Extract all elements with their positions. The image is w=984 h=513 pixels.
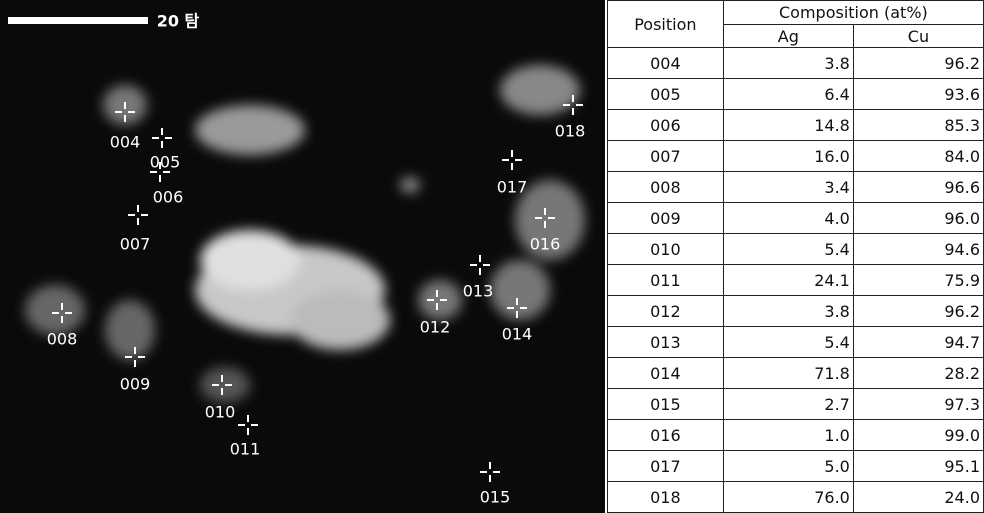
cu-cell: 28.2 xyxy=(853,358,983,389)
cu-cell: 85.3 xyxy=(853,110,983,141)
scale-label: 20 탐 xyxy=(157,12,200,31)
cu-cell: 84.0 xyxy=(853,141,983,172)
point-label: 007 xyxy=(120,235,151,254)
cu-cell: 96.0 xyxy=(853,203,983,234)
scale-bar xyxy=(8,17,148,24)
point-label: 009 xyxy=(120,375,151,394)
position-cell: 004 xyxy=(608,48,724,79)
position-cell: 007 xyxy=(608,141,724,172)
figure: 20 탐 00400500600700800901001101201301401… xyxy=(0,0,984,513)
cu-cell: 94.6 xyxy=(853,234,983,265)
ag-cell: 2.7 xyxy=(723,389,853,420)
point-label: 018 xyxy=(555,122,586,141)
ag-cell: 14.8 xyxy=(723,110,853,141)
ag-cell: 5.0 xyxy=(723,451,853,482)
point-label: 013 xyxy=(463,282,494,301)
ag-cell: 71.8 xyxy=(723,358,853,389)
cu-cell: 96.2 xyxy=(853,48,983,79)
point-label: 010 xyxy=(205,403,236,422)
point-label: 017 xyxy=(497,178,528,197)
ag-cell: 1.0 xyxy=(723,420,853,451)
ag-cell: 3.8 xyxy=(723,296,853,327)
position-cell: 008 xyxy=(608,172,724,203)
point-label: 008 xyxy=(47,330,78,349)
point-label: 015 xyxy=(480,488,511,507)
header-ag: Ag xyxy=(723,24,853,48)
position-cell: 011 xyxy=(608,265,724,296)
cu-cell: 24.0 xyxy=(853,482,983,513)
sem-image: 20 탐 004 005 006 007 008 009 010 011 012 013 014 01… xyxy=(0,0,605,513)
ag-cell: 24.1 xyxy=(723,265,853,296)
position-cell: 013 xyxy=(608,327,724,358)
cu-cell: 94.7 xyxy=(853,327,983,358)
position-cell: 009 xyxy=(608,203,724,234)
position-cell: 005 xyxy=(608,79,724,110)
point-label: 016 xyxy=(530,235,561,254)
position-cell: 015 xyxy=(608,389,724,420)
position-cell: 014 xyxy=(608,358,724,389)
position-cell: 006 xyxy=(608,110,724,141)
ag-cell: 5.4 xyxy=(723,327,853,358)
cu-cell: 99.0 xyxy=(853,420,983,451)
point-label: 004 xyxy=(110,133,141,152)
ag-cell: 4.0 xyxy=(723,203,853,234)
cu-cell: 96.6 xyxy=(853,172,983,203)
position-cell: 016 xyxy=(608,420,724,451)
ag-cell: 76.0 xyxy=(723,482,853,513)
header-cu: Cu xyxy=(853,24,983,48)
ag-cell: 3.8 xyxy=(723,48,853,79)
header-position: Position xyxy=(608,1,724,48)
point-label: 006 xyxy=(153,188,184,207)
ag-cell: 6.4 xyxy=(723,79,853,110)
position-cell: 010 xyxy=(608,234,724,265)
ag-cell: 3.4 xyxy=(723,172,853,203)
position-cell: 018 xyxy=(608,482,724,513)
point-label: 012 xyxy=(420,318,451,337)
cu-cell: 93.6 xyxy=(853,79,983,110)
cu-cell: 95.1 xyxy=(853,451,983,482)
cu-cell: 97.3 xyxy=(853,389,983,420)
header-composition: Composition (at%) xyxy=(723,1,983,25)
point-label: 014 xyxy=(502,325,533,344)
ag-cell: 16.0 xyxy=(723,141,853,172)
ag-cell: 5.4 xyxy=(723,234,853,265)
position-cell: 017 xyxy=(608,451,724,482)
point-label: 005 xyxy=(150,153,181,172)
cu-cell: 75.9 xyxy=(853,265,983,296)
point-label: 011 xyxy=(230,440,261,459)
position-cell: 012 xyxy=(608,296,724,327)
cu-cell: 96.2 xyxy=(853,296,983,327)
